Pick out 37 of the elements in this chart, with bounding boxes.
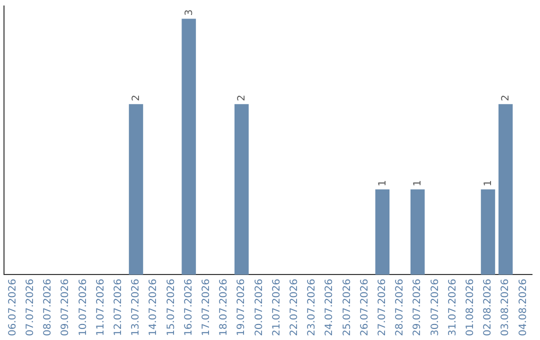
data-label: 3 <box>184 9 195 16</box>
x-tick-label: 15.07.2026 <box>166 278 177 336</box>
x-tick-label: 21.07.2026 <box>271 278 282 336</box>
x-tick-label: 24.07.2026 <box>324 278 336 336</box>
x-tick-label: 08.07.2026 <box>42 278 54 336</box>
x-tick-label: 27.07.2026 <box>376 278 388 336</box>
x-tick-label: 26.07.2026 <box>359 278 370 336</box>
x-tick-label: 04.08.2026 <box>518 278 529 336</box>
x-tick-label: 18.07.2026 <box>218 278 230 336</box>
x-tick-label: 07.07.2026 <box>24 278 36 336</box>
x-tick-label: 14.07.2026 <box>148 278 160 336</box>
x-tick-label: 29.07.2026 <box>412 278 424 336</box>
x-tick-label: 31.07.2026 <box>447 278 458 336</box>
data-label: 2 <box>500 94 512 102</box>
x-tick-label: 09.07.2026 <box>60 278 72 336</box>
x-tick-label: 17.07.2026 <box>200 278 212 336</box>
x-tick-label: 25.07.2026 <box>342 278 353 336</box>
x-tick-label: 20.07.2026 <box>254 278 265 336</box>
x-tick-label: 13.07.2026 <box>130 278 142 336</box>
data-label: 1 <box>412 180 424 186</box>
x-tick-label: 19.07.2026 <box>236 278 248 336</box>
data-label: 2 <box>236 94 248 102</box>
x-tick-label: 06.07.2026 <box>7 278 18 336</box>
x-tick-label: 03.08.2026 <box>500 278 512 336</box>
data-label: 1 <box>377 180 388 186</box>
x-tick-label: 23.07.2026 <box>306 278 318 336</box>
x-tick-label: 01.08.2026 <box>464 278 476 336</box>
x-tick-label: 16.07.2026 <box>183 278 194 336</box>
x-tick-label: 30.07.2026 <box>430 278 441 336</box>
data-label: 2 <box>131 94 142 102</box>
x-tick-label: 28.07.2026 <box>394 278 406 336</box>
x-tick-label: 22.07.2026 <box>288 278 300 336</box>
x-tick-label: 02.08.2026 <box>482 278 494 336</box>
x-tick-label: 12.07.2026 <box>112 278 124 336</box>
data-label: 1 <box>483 180 494 186</box>
x-tick-label: 10.07.2026 <box>78 278 89 336</box>
x-tick-label: 11.07.2026 <box>95 278 106 336</box>
